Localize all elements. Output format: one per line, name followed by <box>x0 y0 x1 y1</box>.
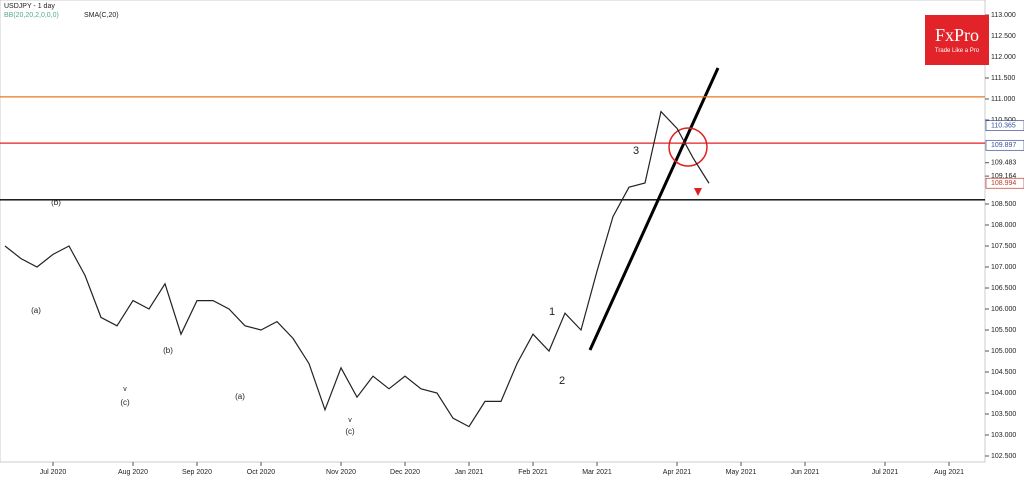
slogan: Trade Like a Pro <box>934 48 980 54</box>
wave-label: 2 <box>559 375 565 387</box>
y-tick-label: 109.164 <box>991 173 1016 180</box>
wave-label: (c) <box>120 398 130 407</box>
x-tick-label: Sep 2020 <box>182 469 212 476</box>
y-tick-label: 108.500 <box>991 201 1016 208</box>
wave-label: v <box>123 386 127 393</box>
y-tick-label: 111.000 <box>991 96 1015 103</box>
wave-label: (c) <box>345 427 355 436</box>
brand: FxPro <box>934 25 979 45</box>
chart-title: USDJPY - 1 day <box>4 3 55 10</box>
wave-label: (b) <box>163 346 173 355</box>
price-label: 110.365 <box>991 123 1016 130</box>
price-label: 108.994 <box>991 180 1016 187</box>
x-tick-label: Nov 2020 <box>326 469 356 476</box>
y-tick-label: 112.000 <box>991 54 1016 61</box>
price-box <box>985 120 1024 132</box>
wave-label: (a) <box>31 306 41 315</box>
trend-line <box>588 67 720 351</box>
y-tick-label: 106.000 <box>991 306 1016 313</box>
x-tick-label: Jul 2020 <box>40 469 67 476</box>
x-tick-label: Jan 2021 <box>455 469 484 476</box>
price-box <box>985 139 1024 151</box>
price-line <box>4 110 710 428</box>
y-tick-label: 113.000 <box>991 12 1016 19</box>
x-tick-label: Jun 2021 <box>791 469 820 476</box>
y-tick-label: 111.500 <box>991 75 1015 82</box>
x-tick-label: Apr 2021 <box>663 469 692 476</box>
highlight-circle <box>668 127 708 167</box>
wave-label: 3 <box>633 145 639 157</box>
plot-area <box>0 0 986 463</box>
price-box <box>985 177 1024 189</box>
price-label: 109.897 <box>991 142 1016 149</box>
x-tick-label: Mar 2021 <box>582 469 612 476</box>
y-tick-label: 105.500 <box>991 327 1016 334</box>
y-tick-label: 104.000 <box>991 390 1016 397</box>
x-tick-label: Aug 2020 <box>118 469 148 476</box>
x-tick-label: Aug 2021 <box>934 469 964 476</box>
y-tick-label: 109.483 <box>991 160 1016 167</box>
y-tick-label: 103.500 <box>991 411 1016 418</box>
indicator: SMA(C,20) <box>84 12 119 19</box>
y-tick-label: 106.500 <box>991 285 1016 292</box>
y-tick-label: 108.000 <box>991 222 1016 229</box>
y-tick-label: 102.500 <box>991 453 1016 460</box>
y-tick-label: 107.500 <box>991 243 1016 250</box>
y-tick-label: 107.000 <box>991 264 1016 271</box>
x-tick-label: Jul 2021 <box>872 469 899 476</box>
logo: FxPro Trade Like a Pro <box>925 15 989 65</box>
y-tick-label: 104.500 <box>991 369 1016 376</box>
x-tick-label: Dec 2020 <box>390 469 420 476</box>
wave-label: v <box>348 417 352 424</box>
wave-label: (a) <box>235 392 245 401</box>
arrow <box>694 188 702 196</box>
x-tick-label: May 2021 <box>726 469 757 476</box>
y-tick-label: 112.500 <box>991 33 1016 40</box>
x-tick-label: Feb 2021 <box>518 469 548 476</box>
y-tick-label: 105.000 <box>991 348 1016 355</box>
wave-label: (b) <box>51 198 61 207</box>
wave-label: 1 <box>549 306 555 318</box>
y-tick-label: 103.000 <box>991 432 1016 439</box>
indicator: BB(20,20,2,0,0,0) <box>4 12 59 19</box>
x-tick-label: Oct 2020 <box>247 469 276 476</box>
